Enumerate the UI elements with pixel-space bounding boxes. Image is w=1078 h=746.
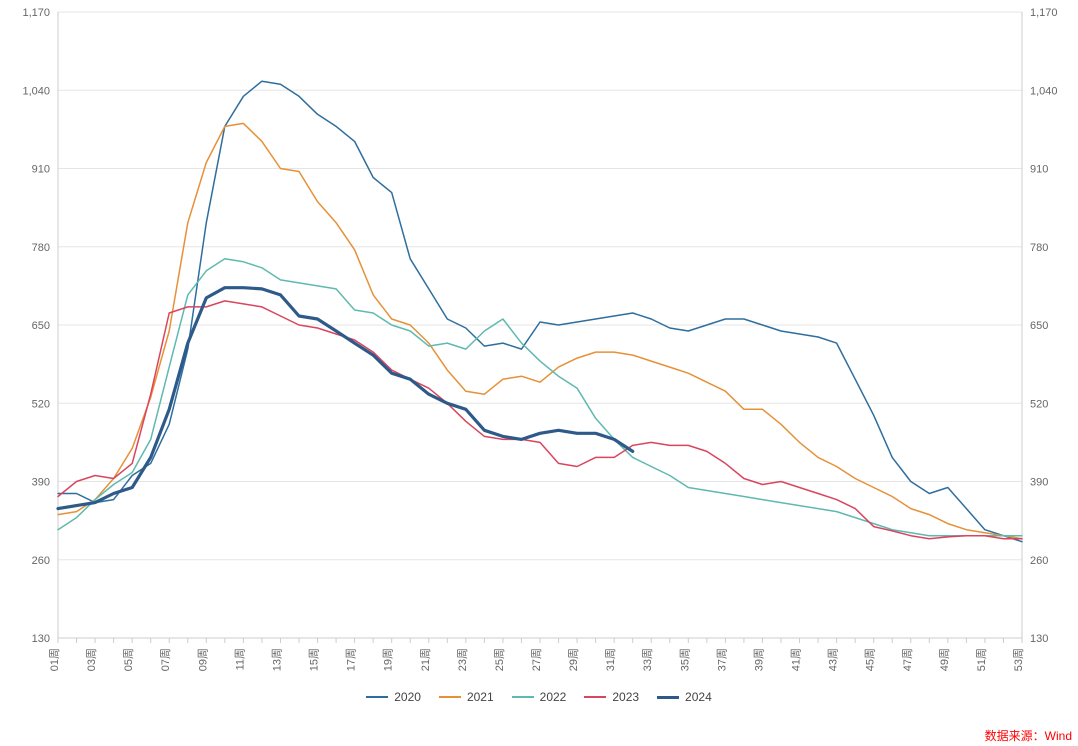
x-tick-label: 33周: [641, 648, 654, 671]
legend-swatch: [512, 696, 534, 698]
x-tick-label: 05周: [122, 648, 135, 671]
legend-swatch: [439, 696, 461, 698]
x-tick-label: 03周: [85, 648, 98, 671]
x-tick-label: 25周: [493, 648, 506, 671]
x-tick-label: 49周: [938, 648, 951, 671]
legend-label: 2023: [612, 690, 639, 704]
x-tick-label: 35周: [678, 648, 691, 671]
x-tick-label: 47周: [901, 648, 914, 671]
y-tick-label-right: 780: [1030, 242, 1048, 254]
series-2024: [58, 288, 633, 509]
x-tick-label: 11周: [233, 648, 246, 670]
legend-label: 2021: [467, 690, 494, 704]
x-tick-label: 17周: [345, 648, 358, 671]
x-tick-label: 39周: [752, 648, 765, 671]
legend-swatch: [657, 696, 679, 699]
x-tick-label: 29周: [567, 648, 580, 671]
y-tick-label-left: 260: [32, 555, 50, 567]
x-tick-label: 53周: [1012, 648, 1025, 671]
series-2020: [58, 81, 1022, 542]
chart-container: 130 130 260 260 390 390 520 520 650 650 780 780 910 9…: [0, 0, 1078, 746]
y-tick-label-right: 260: [1030, 555, 1048, 567]
legend-item-2021[interactable]: 2021: [439, 690, 494, 704]
y-tick-label-right: 520: [1030, 398, 1048, 410]
x-tick-label: 01周: [48, 648, 61, 671]
x-tick-label: 45周: [864, 648, 877, 671]
x-tick-label: 07周: [159, 648, 172, 671]
x-tick-label: 31周: [604, 648, 617, 671]
y-tick-label-right: 130: [1030, 633, 1048, 645]
source-label: 数据来源：Wind: [985, 727, 1072, 744]
y-tick-label-left: 910: [32, 164, 50, 176]
legend-label: 2024: [685, 690, 712, 704]
y-tick-label-left: 130: [32, 633, 50, 645]
y-tick-label-right: 1,170: [1030, 7, 1058, 19]
legend-item-2022[interactable]: 2022: [512, 690, 567, 704]
y-tick-label-left: 780: [32, 242, 50, 254]
series-2021: [58, 123, 1022, 538]
y-tick-label-right: 910: [1030, 164, 1048, 176]
x-tick-label: 19周: [382, 648, 395, 671]
legend-item-2024[interactable]: 2024: [657, 690, 712, 704]
y-tick-label-left: 1,040: [22, 85, 50, 97]
x-tick-label: 09周: [196, 648, 209, 671]
y-tick-label-left: 650: [32, 320, 50, 332]
x-tick-label: 21周: [419, 648, 432, 671]
x-tick-label: 51周: [975, 648, 988, 671]
legend-swatch: [584, 696, 606, 698]
legend: 2020 2021 2022 2023 2024: [0, 690, 1078, 704]
series-2022: [58, 259, 1022, 536]
legend-swatch: [366, 696, 388, 698]
y-tick-label-left: 390: [32, 477, 50, 489]
x-tick-label: 41周: [790, 648, 803, 671]
series-2023: [58, 301, 1022, 539]
y-tick-label-left: 520: [32, 398, 50, 410]
x-tick-label: 37周: [715, 648, 728, 671]
y-tick-label-right: 390: [1030, 477, 1048, 489]
legend-item-2023[interactable]: 2023: [584, 690, 639, 704]
x-tick-label: 23周: [456, 648, 469, 671]
x-tick-label: 13周: [270, 648, 283, 671]
y-tick-label-right: 650: [1030, 320, 1048, 332]
x-tick-label: 43周: [827, 648, 840, 671]
legend-label: 2022: [540, 690, 567, 704]
legend-item-2020[interactable]: 2020: [366, 690, 421, 704]
y-tick-label-right: 1,040: [1030, 85, 1058, 97]
x-tick-label: 27周: [530, 648, 543, 671]
y-tick-label-left: 1,170: [22, 7, 50, 19]
legend-label: 2020: [394, 690, 421, 704]
line-chart: 130 130 260 260 390 390 520 520 650 650 780 780 910 9…: [0, 0, 1078, 746]
x-tick-label: 15周: [308, 648, 321, 671]
